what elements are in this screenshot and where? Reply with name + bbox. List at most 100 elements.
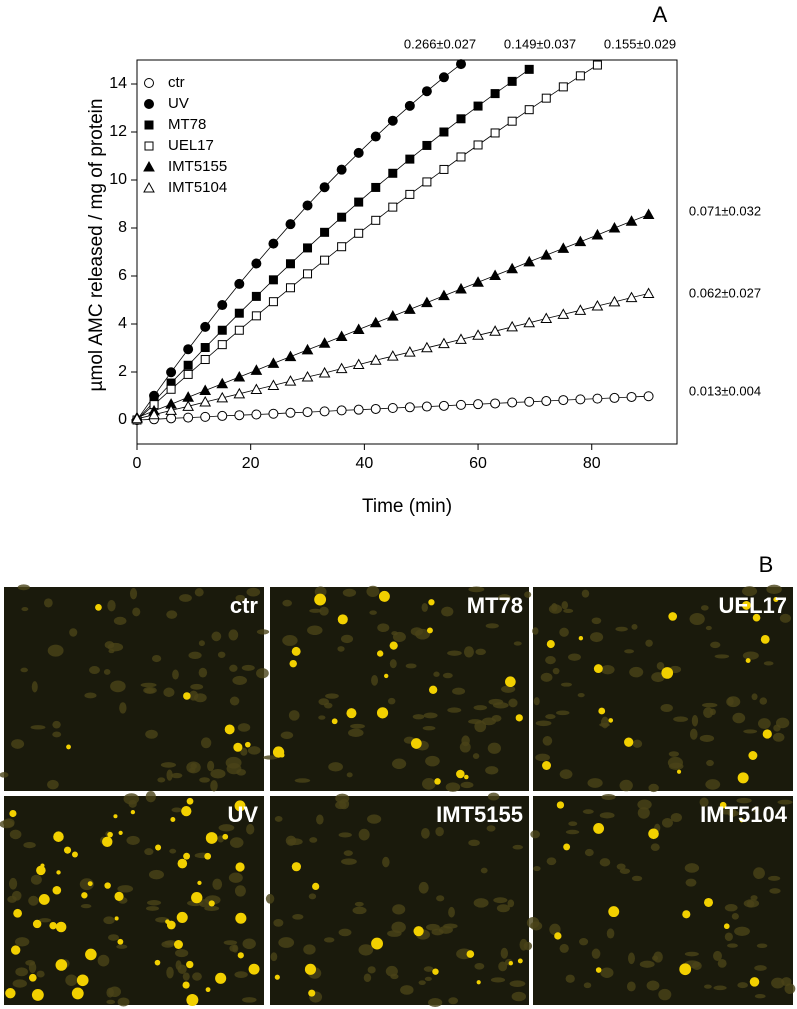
legend-marker (144, 120, 154, 130)
fluorescent-cell (428, 599, 435, 606)
fluorescent-cell (291, 862, 302, 872)
cell (779, 613, 791, 623)
data-point (455, 333, 467, 344)
data-point (233, 387, 246, 399)
fluorescent-cell (63, 846, 72, 854)
data-point (166, 367, 177, 378)
fluorescent-cell (648, 828, 659, 840)
legend-marker (144, 78, 154, 88)
cell (0, 771, 9, 778)
data-point (336, 405, 347, 416)
cell (493, 897, 508, 904)
fluorescent-cell (741, 600, 751, 610)
data-point (506, 320, 519, 332)
cell (587, 778, 603, 788)
data-point (403, 346, 416, 357)
fluorescent-cell (745, 658, 751, 664)
cell (392, 631, 406, 643)
fluorescent-cell (378, 590, 390, 602)
fluorescent-cell (291, 646, 301, 656)
cell (246, 823, 255, 835)
cell (223, 940, 238, 946)
fluorescent-cell (182, 981, 190, 989)
cell (619, 779, 633, 792)
fluorescent-cell (308, 989, 316, 997)
fluorescent-cell (72, 992, 79, 999)
data-point (405, 154, 415, 164)
fluorescent-cell (204, 852, 212, 860)
cell (89, 666, 100, 675)
cell (442, 672, 453, 679)
fluorescent-cell (428, 685, 438, 694)
data-point (165, 404, 177, 415)
cell (751, 693, 758, 701)
data-point (404, 100, 415, 111)
cell (524, 591, 532, 598)
cell (684, 863, 700, 873)
annotation: 0.071±0.032 (689, 203, 761, 218)
cell (410, 627, 424, 636)
y-tick-label: 2 (118, 363, 127, 380)
cell (377, 623, 390, 633)
cell (240, 747, 248, 756)
data-point (489, 325, 501, 336)
cell (772, 732, 785, 742)
cell (212, 878, 223, 890)
cell (160, 762, 177, 768)
cell (12, 979, 27, 988)
cell (358, 944, 374, 956)
data-point (421, 86, 432, 97)
cell (508, 698, 518, 708)
data-point (267, 357, 280, 368)
cell (443, 923, 458, 929)
cell (323, 937, 335, 943)
fluorescent-cell (71, 851, 78, 858)
cell (661, 817, 673, 828)
cell (600, 664, 615, 675)
fluorescent-cell (183, 692, 191, 700)
cell (31, 681, 38, 693)
micrograph: UV (0, 791, 264, 1007)
data-point (285, 219, 296, 230)
cell (627, 952, 635, 965)
legend-label: IMT5155 (168, 158, 227, 175)
cell (107, 599, 116, 612)
data-point (370, 131, 381, 142)
cell (501, 685, 516, 693)
y-tick-label: 0 (118, 411, 127, 428)
micrograph-label: IMT5155 (436, 802, 523, 827)
y-tick-label: 12 (109, 123, 127, 140)
cell (116, 944, 128, 949)
data-point (352, 323, 365, 335)
cell (480, 867, 488, 874)
data-point (251, 258, 262, 269)
data-point (438, 289, 450, 301)
fluorescent-cell (272, 746, 285, 758)
fluorescent-cell (376, 707, 389, 719)
cell (229, 837, 244, 848)
cell (17, 584, 30, 591)
cell (15, 967, 28, 977)
plot-frame (136, 59, 678, 445)
data-point (438, 337, 450, 349)
fluorescent-cell (52, 885, 62, 895)
data-point (421, 296, 433, 308)
data-point (523, 316, 536, 328)
cell (699, 734, 715, 742)
annotation: 0.266±0.027 (404, 36, 476, 51)
cell (210, 780, 218, 792)
data-point (387, 115, 398, 126)
cell (369, 610, 377, 615)
cell (198, 667, 208, 678)
data-point (642, 287, 655, 299)
x-tick-label: 20 (242, 455, 260, 472)
cell (530, 830, 540, 839)
data-point (507, 76, 517, 86)
cell (530, 921, 543, 931)
fluorescent-cell (114, 891, 124, 901)
cell (583, 982, 592, 989)
data-point (183, 412, 194, 423)
data-point (473, 140, 483, 150)
cell (616, 863, 626, 870)
